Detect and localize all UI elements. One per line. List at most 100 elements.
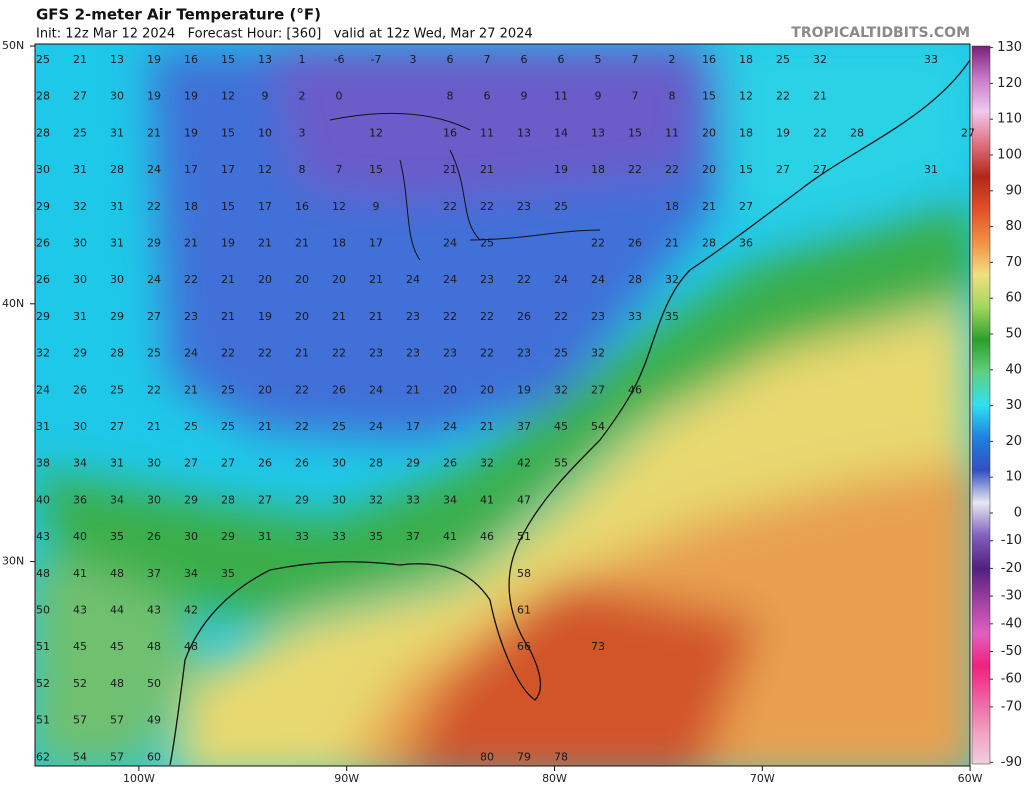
station-value: 35	[221, 567, 235, 580]
lat-label: 30N	[2, 555, 24, 568]
station-value: 17	[184, 163, 198, 176]
station-value: 28	[110, 163, 124, 176]
station-value: 25	[332, 420, 346, 433]
station-value: 21	[147, 126, 161, 139]
station-value: 14	[554, 126, 568, 139]
station-value: 22	[221, 347, 235, 360]
colorbar-label: 70	[1005, 255, 1022, 270]
colorbar-label: -20	[1001, 561, 1022, 576]
station-value: 22	[665, 163, 679, 176]
station-value: 57	[110, 714, 124, 727]
station-value: 21	[221, 273, 235, 286]
brand: TROPICALTIDBITS.COM	[791, 25, 970, 41]
station-value: 22	[480, 200, 494, 213]
colorbar-label: 40	[1005, 362, 1022, 377]
station-value: 80	[480, 750, 494, 763]
colorbar-label: 120	[997, 76, 1022, 91]
station-value: 19	[184, 126, 198, 139]
colorbar-label: 0	[1014, 506, 1022, 521]
station-value: 22	[554, 310, 568, 323]
station-value: 51	[36, 640, 50, 653]
station-value: 31	[73, 163, 87, 176]
station-value: 30	[73, 273, 87, 286]
station-value: 26	[517, 310, 531, 323]
station-value: 20	[702, 126, 716, 139]
station-value: 29	[36, 310, 50, 323]
station-value: 7	[484, 53, 491, 66]
station-value: 19	[147, 90, 161, 103]
station-value: 79	[517, 750, 531, 763]
station-value: 7	[336, 163, 343, 176]
station-value: 24	[184, 347, 198, 360]
station-value: 48	[184, 640, 198, 653]
station-value: 29	[184, 493, 198, 506]
station-value: 47	[517, 493, 531, 506]
station-value: 22	[295, 420, 309, 433]
station-value: 16	[295, 200, 309, 213]
station-value: 51	[36, 714, 50, 727]
station-value: 3	[299, 126, 306, 139]
station-value: 19	[554, 163, 568, 176]
station-value: -6	[334, 53, 345, 66]
station-value: 17	[406, 420, 420, 433]
station-value: 21	[480, 420, 494, 433]
station-value: 27	[221, 457, 235, 470]
station-value: 21	[480, 163, 494, 176]
station-value: 21	[258, 237, 272, 250]
station-value: 22	[480, 310, 494, 323]
colorbar-label: 110	[997, 112, 1022, 127]
station-value: 25	[110, 383, 124, 396]
station-value: 15	[628, 126, 642, 139]
station-value: 20	[295, 310, 309, 323]
station-value: 21	[813, 90, 827, 103]
station-value: 23	[517, 200, 531, 213]
colorbar-label: 100	[997, 148, 1022, 163]
station-value: 33	[924, 53, 938, 66]
station-value: 36	[739, 237, 753, 250]
station-value: 7	[632, 53, 639, 66]
station-value: 30	[73, 420, 87, 433]
station-value: 6	[484, 90, 491, 103]
station-value: 21	[332, 310, 346, 323]
station-value: 21	[369, 310, 383, 323]
station-value: 20	[443, 383, 457, 396]
station-value: 40	[36, 493, 50, 506]
station-value: 28	[702, 237, 716, 250]
station-value: 20	[258, 383, 272, 396]
station-value: 22	[332, 347, 346, 360]
station-value: 32	[369, 493, 383, 506]
station-value: 15	[739, 163, 753, 176]
station-value: 54	[73, 750, 87, 763]
station-value: 12	[369, 126, 383, 139]
station-value: 31	[36, 420, 50, 433]
station-value: 19	[258, 310, 272, 323]
station-value: 42	[517, 457, 531, 470]
station-value: 12	[739, 90, 753, 103]
station-value: 32	[554, 383, 568, 396]
station-value: 30	[332, 457, 346, 470]
station-value: 33	[332, 530, 346, 543]
station-value: 45	[110, 640, 124, 653]
title: GFS 2-meter Air Temperature (°F)	[36, 6, 321, 24]
station-value: 29	[73, 347, 87, 360]
colorbar-label: -60	[1001, 672, 1022, 687]
station-value: 18	[739, 53, 753, 66]
station-value: 48	[147, 640, 161, 653]
colorbar-label: 30	[1005, 398, 1022, 413]
station-value: 2	[299, 90, 306, 103]
station-value: 40	[73, 530, 87, 543]
station-value: 30	[332, 493, 346, 506]
station-value: 20	[332, 273, 346, 286]
station-value: 22	[517, 273, 531, 286]
station-value: 26	[258, 457, 272, 470]
station-value: 17	[369, 237, 383, 250]
station-value: 16	[184, 53, 198, 66]
map-field	[35, 44, 970, 766]
station-value: 22	[295, 383, 309, 396]
station-value: 22	[147, 200, 161, 213]
lat-label: 40N	[2, 297, 24, 310]
station-value: 21	[184, 383, 198, 396]
station-value: 28	[36, 90, 50, 103]
station-value: 17	[258, 200, 272, 213]
station-value: 20	[480, 383, 494, 396]
